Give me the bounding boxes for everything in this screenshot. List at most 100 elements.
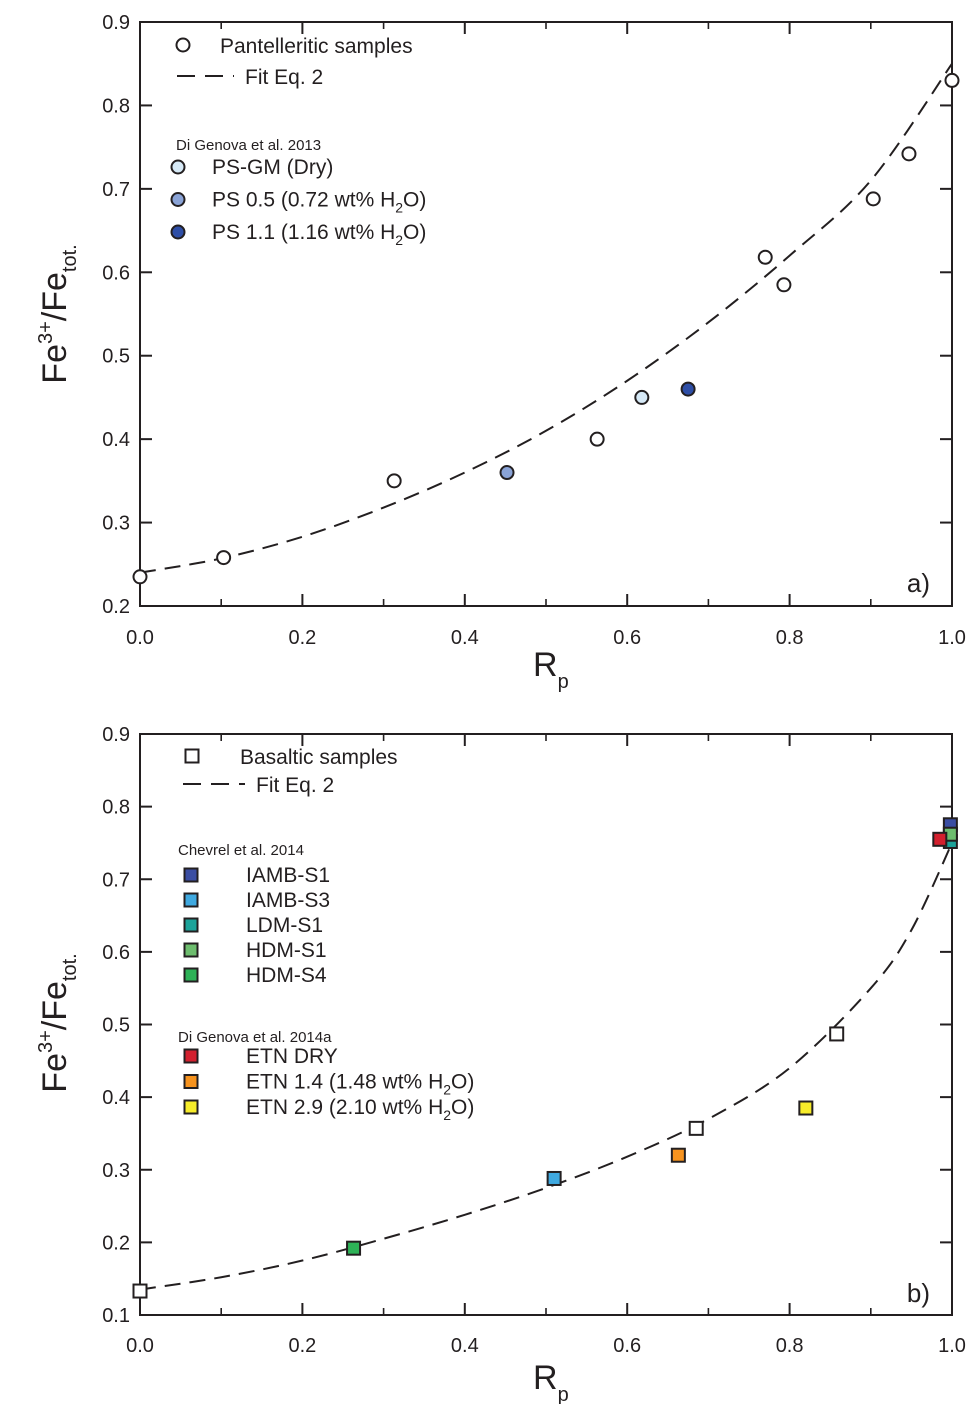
chart-panel-b: 0.0 0.2 0.4 0.6 0.8 1.0 0.1 0.2 0.3 0.4 0.5 0.6 0.7 0…: [35, 724, 966, 1404]
legend: Basaltic samples Fit Eq. 2 Chevrel et al. …: [178, 746, 474, 1123]
legend-marker: [183, 967, 199, 983]
data-point: [944, 72, 960, 88]
legend-label: IAMB-S3: [246, 889, 330, 912]
legend-marker: [170, 192, 186, 207]
legend-label: HDM-S4: [246, 964, 327, 987]
data-point: [386, 473, 402, 489]
y-tick-label: 0.6: [102, 262, 130, 284]
x-tick-label: 0.8: [776, 627, 804, 649]
y-tick-label: 0.7: [102, 179, 130, 201]
data-point: [346, 1240, 362, 1256]
legend-label: ETN 2.9 (2.10 wt% H2O): [246, 1096, 474, 1123]
data-point: [670, 1147, 686, 1163]
legend-marker: [183, 892, 199, 908]
x-axis-label-main: R: [533, 646, 558, 684]
y-axis-label-rest: /Fe: [36, 272, 74, 321]
y-axis-label: Fe3+/Fetot.: [35, 244, 81, 383]
y-tick-label: 0.3: [102, 1160, 130, 1182]
legend-marker: [183, 1099, 199, 1115]
x-tick-label: 0.0: [126, 1335, 154, 1357]
x-tick-label: 0.0: [126, 627, 154, 649]
data-point: [757, 249, 773, 265]
plot-frame: [139, 733, 953, 1316]
legend-label-sub: 2: [443, 1082, 451, 1098]
y-tick-label: 0.2: [102, 596, 130, 618]
x-axis-label-main: R: [533, 1359, 558, 1397]
legend-label-text: HDM-S4: [246, 964, 327, 987]
data-point: [132, 1283, 148, 1299]
data-point: [865, 191, 881, 207]
data-point: [634, 389, 650, 405]
legend-label-text: LDM-S1: [246, 914, 323, 937]
data-point: [798, 1100, 814, 1116]
y-axis-label-main: Fe: [36, 344, 74, 384]
data-point: [546, 1170, 562, 1186]
legend-label-sub: 2: [443, 1107, 451, 1123]
legend-label-text: IAMB-S3: [246, 889, 330, 912]
legend-label: PS 0.5 (0.72 wt% H2O): [212, 189, 426, 216]
y-tick-label: 0.4: [102, 1087, 130, 1109]
x-tick-label: 1.0: [938, 1335, 966, 1357]
data-point: [776, 277, 792, 293]
y-tick-label: 0.1: [102, 1305, 130, 1327]
legend-label: ETN 1.4 (1.48 wt% H2O): [246, 1071, 474, 1098]
legend-label-text: ETN 1.4 (1.48 wt% H: [246, 1071, 443, 1094]
y-axis-label-sup: 3+: [35, 1030, 57, 1053]
data-point: [829, 1026, 845, 1042]
x-tick-label: 0.2: [288, 627, 316, 649]
legend-marker: [170, 159, 186, 175]
legend-label: Fit Eq. 2: [256, 774, 334, 797]
legend-label-text: O): [403, 221, 426, 244]
legend-group-title: Di Genova et al. 2014a: [178, 1029, 332, 1046]
legend-label-text: PS 1.1 (1.16 wt% H: [212, 221, 395, 244]
data-point: [688, 1120, 704, 1136]
y-tick-label: 0.2: [102, 1232, 130, 1254]
y-tick-label: 0.8: [102, 95, 130, 117]
legend-label: IAMB-S1: [246, 864, 330, 887]
legend-marker: [170, 224, 186, 240]
panel-label: a): [907, 568, 930, 598]
fit-curve: [139, 842, 953, 1291]
legend-label-text: ETN 2.9 (2.10 wt% H: [246, 1096, 443, 1119]
legend-group-title: Di Genova et al. 2013: [176, 137, 321, 154]
y-axis-label-main: Fe: [36, 1053, 74, 1093]
legend-marker: [184, 748, 200, 764]
y-tick-label: 0.5: [102, 1015, 130, 1037]
legend-marker: [183, 1074, 199, 1089]
y-tick-label: 0.9: [102, 12, 130, 34]
legend-label: PS-GM (Dry): [212, 156, 333, 179]
y-tick-label: 0.3: [102, 513, 130, 535]
panel-label: b): [907, 1278, 930, 1308]
data-point: [680, 381, 696, 397]
legend-label: Pantelleritic samples: [220, 35, 413, 58]
x-tick-label: 0.6: [613, 1335, 641, 1357]
y-tick-label: 0.9: [102, 724, 130, 746]
legend-group-title: Chevrel et al. 2014: [178, 842, 304, 859]
data-point: [589, 431, 605, 447]
y-axis-label: Fe3+/Fetot.: [35, 953, 81, 1092]
legend-label-text: HDM-S1: [246, 939, 327, 962]
x-tick-label: 0.8: [776, 1335, 804, 1357]
y-tick-label: 0.7: [102, 869, 130, 891]
legend-label-text: PS 0.5 (0.72 wt% H: [212, 189, 395, 212]
legend: Pantelleritic samples Fit Eq. 2 Di Genova …: [170, 35, 426, 248]
data-point: [901, 146, 917, 162]
legend-label: HDM-S1: [246, 939, 327, 962]
legend-label-text: O): [403, 189, 426, 212]
data-point: [132, 569, 148, 585]
x-axis-label-sub: p: [558, 1384, 569, 1404]
data-point: [216, 550, 232, 566]
x-tick-label: 1.0: [938, 627, 966, 649]
y-tick-label: 0.6: [102, 942, 130, 964]
legend-label-text: ETN DRY: [246, 1045, 338, 1068]
legend-label-text: IAMB-S1: [246, 864, 330, 887]
fit-curve: [139, 63, 953, 574]
chart-panel-a: 0.0 0.2 0.4 0.6 0.8 1.0 0.2 0.3 0.4 0.5 0.6 0.7 0.8 0…: [35, 12, 966, 693]
legend-label-text: PS-GM (Dry): [212, 156, 333, 179]
legend-label: PS 1.1 (1.16 wt% H2O): [212, 221, 426, 248]
x-tick-label: 0.2: [288, 1335, 316, 1357]
x-axis-label-sub: p: [558, 671, 569, 693]
data-point: [499, 465, 515, 481]
y-axis-label-sup: 3+: [35, 321, 57, 344]
